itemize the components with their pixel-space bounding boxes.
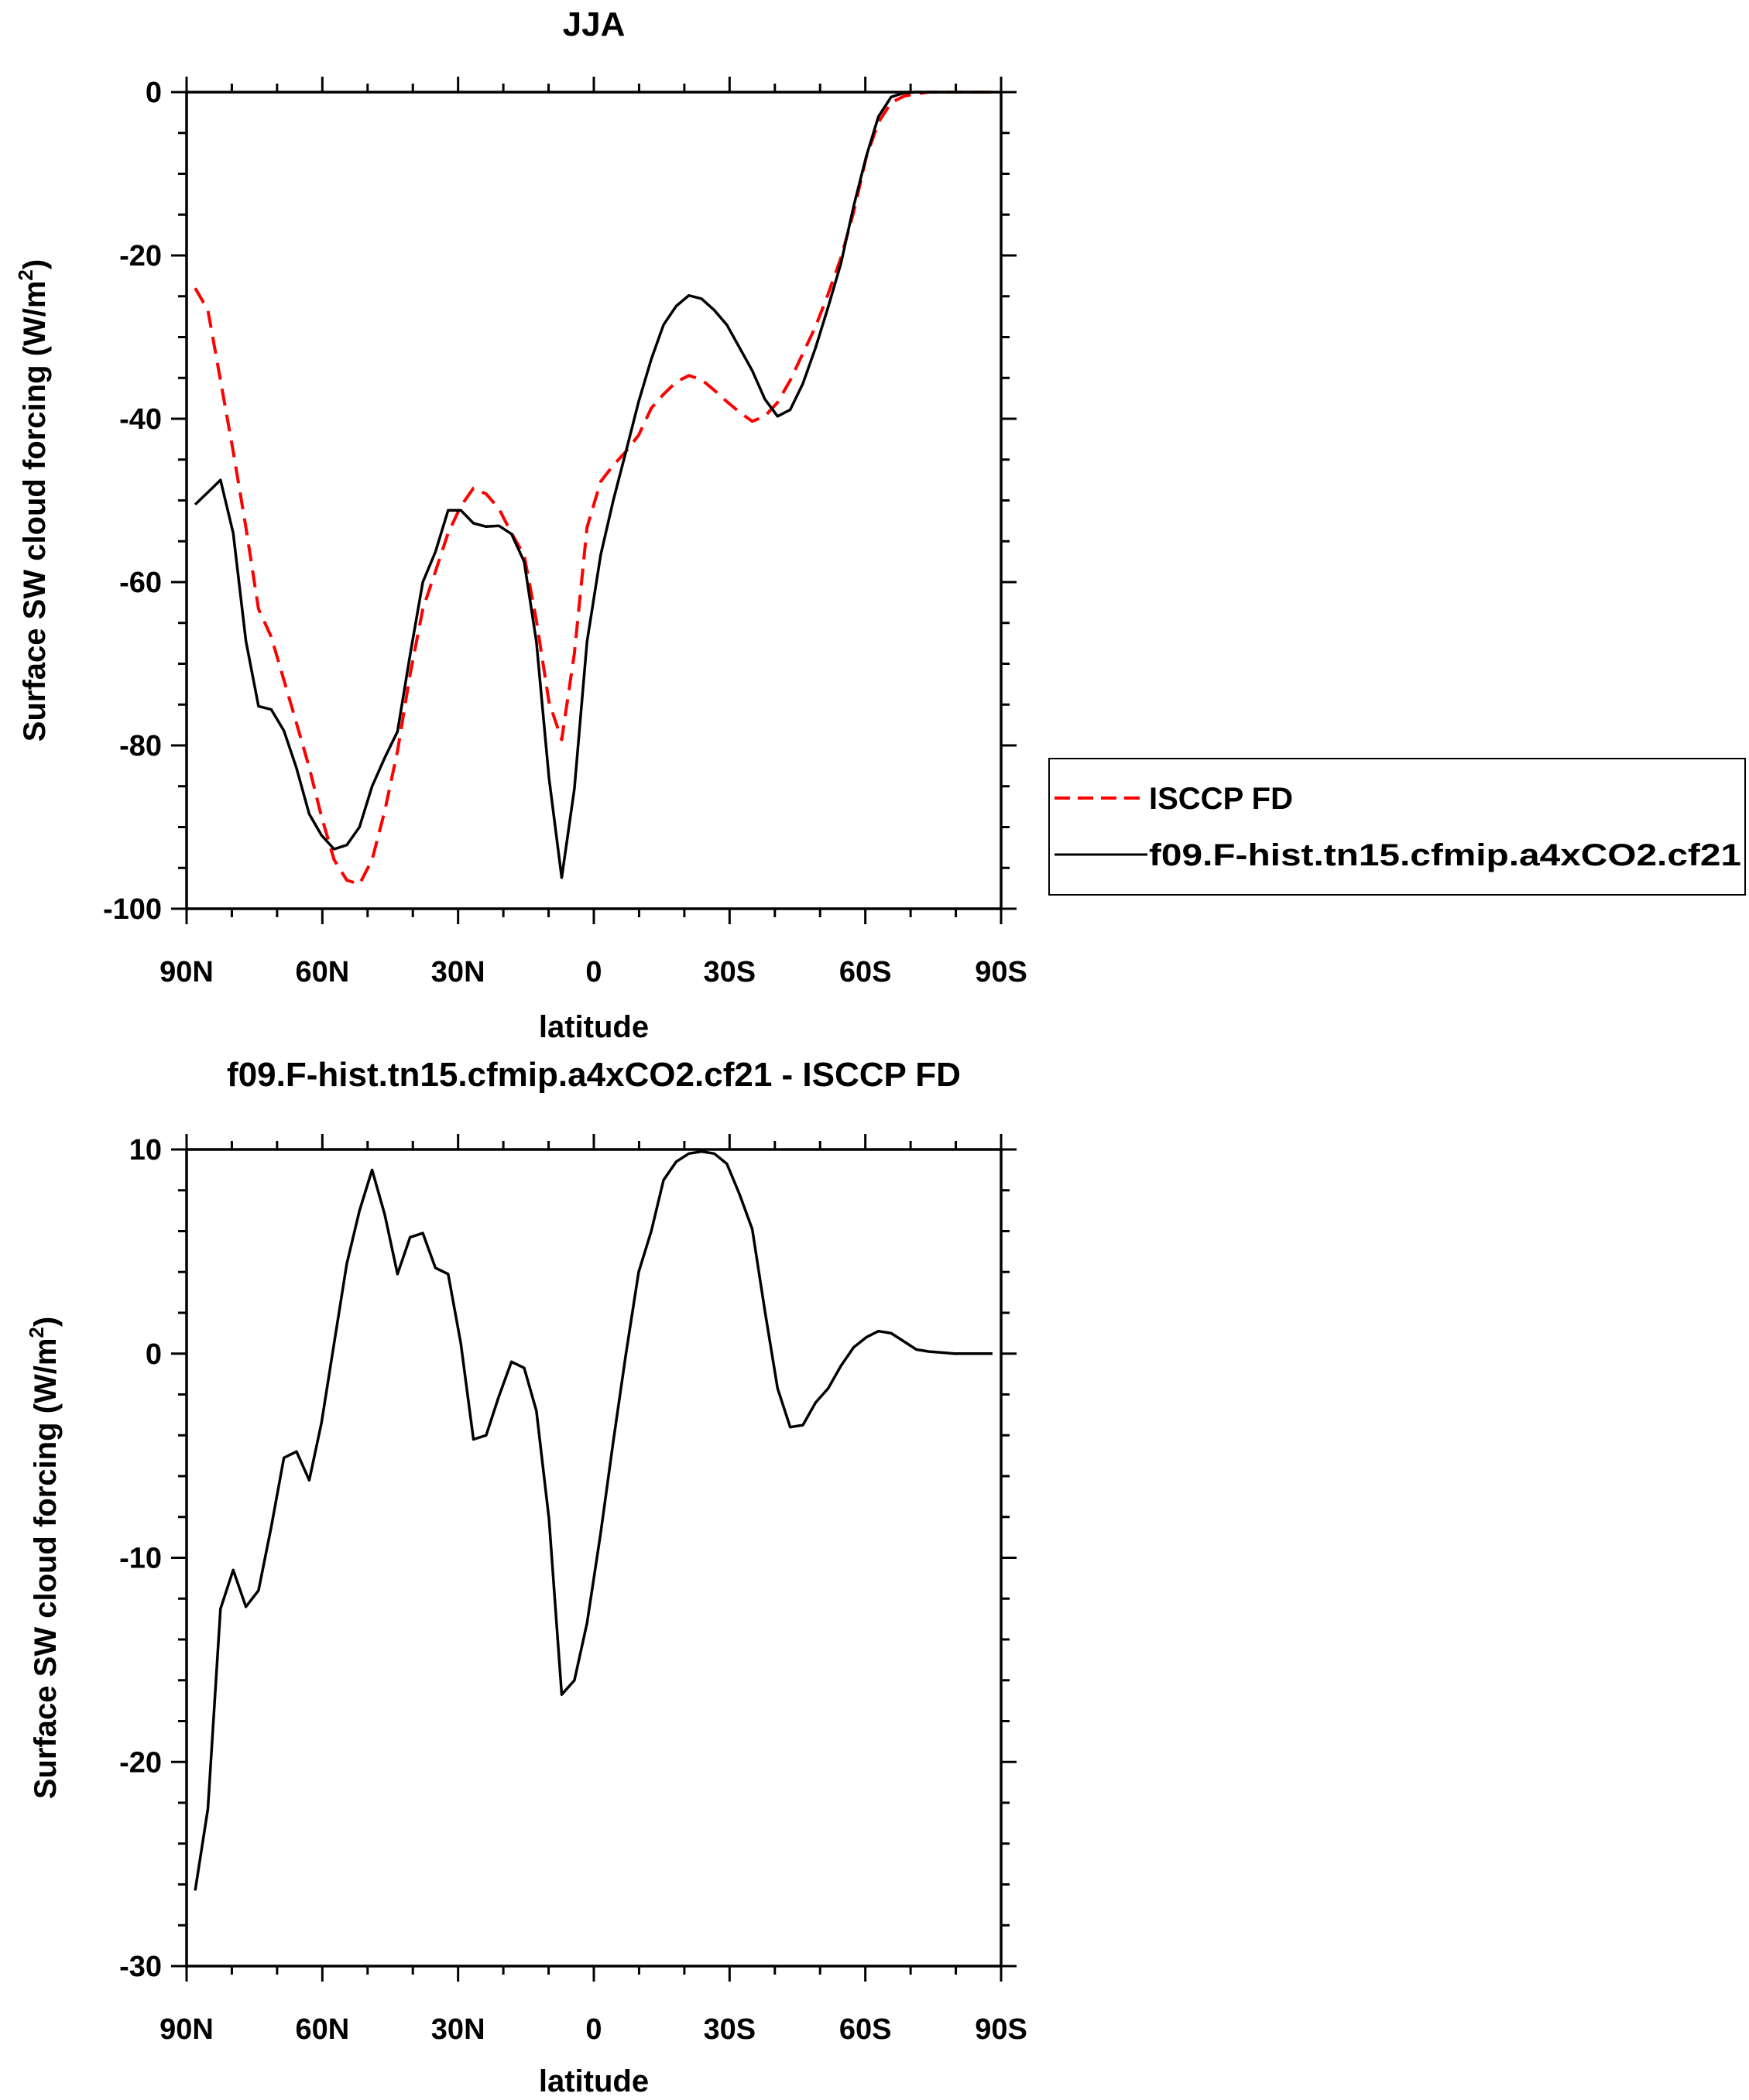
plot-frame — [185, 91, 1003, 910]
x-tick-label: 30N — [431, 956, 485, 988]
y-axis-label-end: ) — [18, 259, 52, 269]
legend-box — [1048, 758, 1746, 896]
x-tick-label: 90N — [159, 956, 214, 988]
y-tick-label: -10 — [119, 1543, 162, 1575]
x-tick-label: 30N — [431, 2013, 485, 2046]
y-axis-label-sup: 2 — [25, 1327, 48, 1338]
y-axis-label-sup: 2 — [14, 269, 37, 280]
y-tick-label: 10 — [129, 1134, 162, 1166]
x-tick-label: 30S — [704, 2013, 756, 2046]
legend-label-model: f09.F-hist.tn15.cfmip.a4xCO2.cf21 — [1149, 838, 1741, 872]
y-tick-label: -30 — [119, 1951, 162, 1983]
y-tick-label: -60 — [119, 567, 162, 599]
series-line-0 — [194, 1149, 993, 1891]
x-tick-label: 30S — [704, 956, 756, 988]
bottom-panel-difference: f09.F-hist.tn15.cfmip.a4xCO2.cf21 - ISCC… — [25, 1056, 1027, 2098]
x-tick-label: 0 — [585, 956, 602, 988]
x-tick-label: 60N — [295, 956, 349, 988]
y-axis-label: Surface SW cloud forcing (W/m2) — [14, 259, 52, 742]
y-tick-label: -20 — [119, 240, 162, 272]
top-panel-jja: JJA 90N 60N 30N 0 30S 60S 90S 0 -20 -40 -60 -80 -100 l… — [14, 5, 1027, 1044]
series-line-0 — [194, 91, 993, 886]
y-axis-label-end: ) — [29, 1317, 63, 1327]
y-tick-label: 0 — [146, 77, 162, 109]
x-tick-label: 60S — [839, 2013, 892, 2046]
y-axis-label-main: Surface SW cloud forcing (W/m — [18, 281, 52, 742]
series-line-1 — [194, 91, 993, 879]
y-axis-label-main: Surface SW cloud forcing (W/m — [29, 1338, 63, 1800]
x-axis-label: latitude — [539, 2064, 649, 2098]
x-tick-label: 60N — [295, 2013, 349, 2046]
y-tick-label: -100 — [103, 893, 162, 926]
chart-title: f09.F-hist.tn15.cfmip.a4xCO2.cf21 - ISCC… — [227, 1056, 961, 1094]
y-tick-label: -20 — [119, 1746, 162, 1779]
x-tick-label: 0 — [585, 2013, 602, 2046]
legend: ISCCP FD f09.F-hist.tn15.cfmip.a4xCO2.cf… — [1048, 758, 1746, 896]
x-tick-label: 90S — [975, 956, 1027, 988]
y-tick-label: -80 — [119, 730, 162, 762]
y-axis-label: Surface SW cloud forcing (W/m2) — [25, 1317, 63, 1799]
x-axis-label: latitude — [539, 1010, 649, 1044]
x-tick-label: 90N — [159, 2013, 214, 2046]
y-tick-label: 0 — [146, 1338, 162, 1371]
x-tick-label: 60S — [839, 956, 892, 988]
plot-frame — [185, 1148, 1003, 1968]
x-tick-label: 90S — [975, 2013, 1027, 2046]
y-tick-label: -40 — [119, 403, 162, 436]
legend-label-isccp: ISCCP FD — [1149, 782, 1293, 816]
chart-title: JJA — [563, 5, 626, 43]
